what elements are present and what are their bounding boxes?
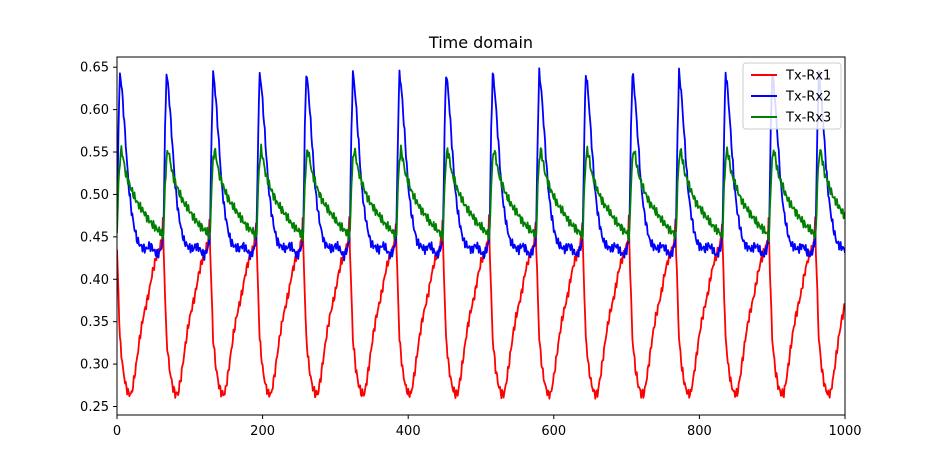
series-line-tx-rx3	[117, 143, 845, 243]
y-tick-label: 0.60	[80, 103, 109, 118]
legend-label: Tx-Rx1	[785, 69, 831, 84]
y-tick-label: 0.40	[80, 273, 109, 288]
y-tick-label: 0.25	[80, 400, 109, 415]
series-line-tx-rx2	[117, 67, 845, 262]
y-tick-label: 0.45	[80, 230, 109, 245]
x-tick-label: 1000	[828, 424, 861, 439]
y-tick-label: 0.35	[80, 315, 109, 330]
chart-title: Time domain	[428, 33, 533, 52]
x-tick-label: 400	[396, 424, 421, 439]
y-tick-label: 0.30	[80, 358, 109, 373]
legend-label: Tx-Rx2	[785, 90, 831, 105]
legend: Tx-Rx1 Tx-Rx2 Tx-Rx3	[742, 62, 842, 130]
y-tick-label: 0.55	[80, 146, 109, 161]
y-axis: 0.25 0.30 0.35 0.40 0.45 0.50 0.55 0.60 0.65	[80, 61, 117, 415]
y-tick-label: 0.65	[80, 61, 109, 76]
x-tick-label: 800	[687, 424, 712, 439]
legend-label: Tx-Rx3	[785, 111, 831, 126]
x-tick-label: 200	[250, 424, 275, 439]
x-tick-label: 600	[541, 424, 566, 439]
y-tick-label: 0.50	[80, 188, 109, 203]
plot-frame	[116, 56, 846, 416]
plot-lines	[117, 67, 845, 400]
x-tick-label: 0	[113, 424, 121, 439]
series-line-tx-rx1	[117, 214, 845, 400]
legend-box	[742, 62, 842, 130]
x-axis: 0 200 400 600 800 1000	[113, 415, 862, 439]
